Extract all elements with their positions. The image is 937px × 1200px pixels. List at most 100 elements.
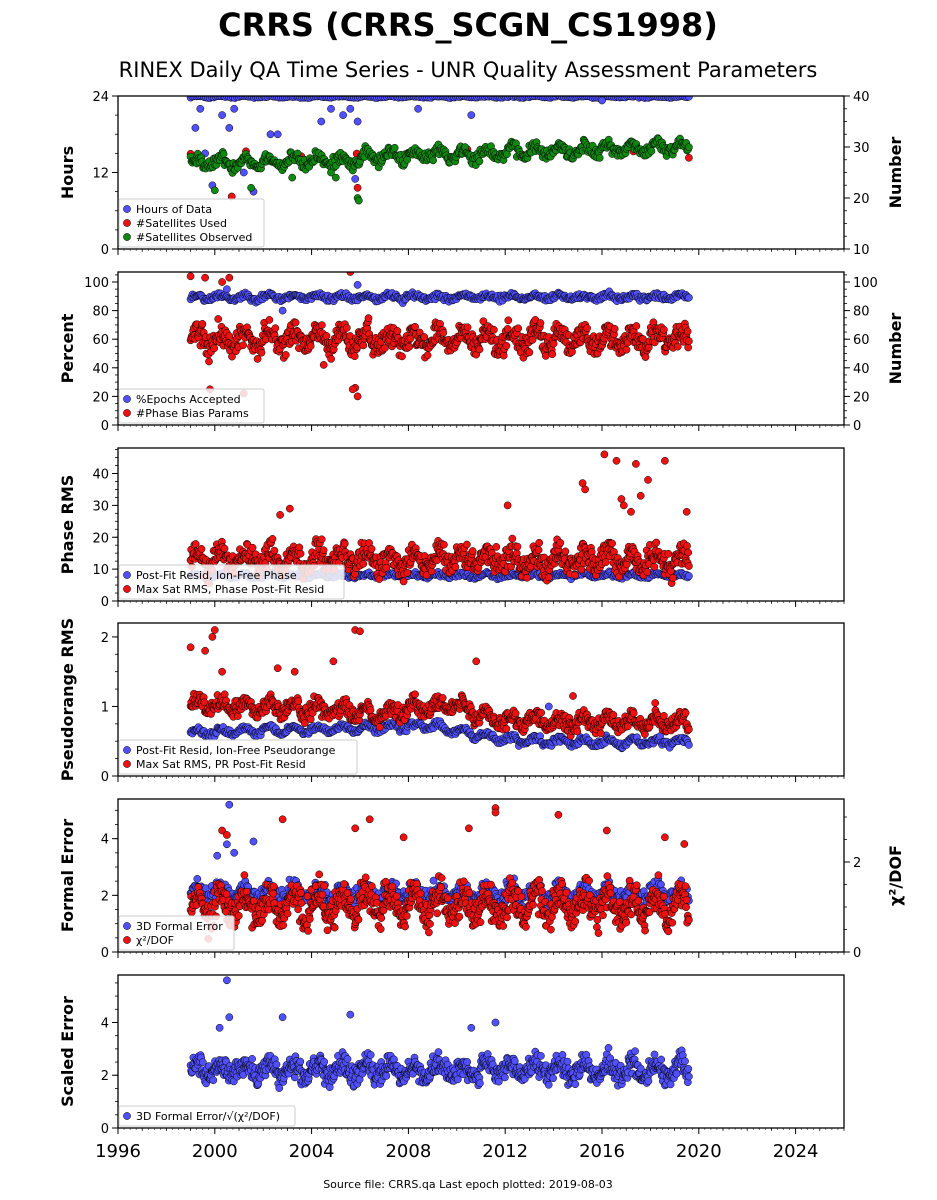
data-point bbox=[423, 351, 432, 360]
data-point bbox=[661, 456, 669, 465]
legend-box bbox=[118, 388, 265, 424]
data-point bbox=[544, 702, 553, 711]
y-right-tick-label: 80 bbox=[853, 305, 870, 320]
data-point bbox=[331, 173, 340, 182]
series-points bbox=[186, 96, 693, 205]
data-point bbox=[536, 319, 545, 327]
y-tick-label: 40 bbox=[92, 468, 109, 483]
data-point bbox=[612, 456, 621, 465]
y-right-tick-label: 20 bbox=[853, 390, 870, 405]
y-right-tick-label: 0 bbox=[853, 419, 861, 434]
data-point bbox=[296, 549, 305, 558]
data-point bbox=[684, 548, 693, 557]
data-point bbox=[549, 339, 558, 348]
data-point bbox=[617, 495, 626, 503]
y-right-tick-label: 60 bbox=[853, 333, 870, 348]
data-point bbox=[643, 568, 652, 576]
data-point bbox=[467, 111, 476, 119]
data-point bbox=[348, 385, 357, 394]
data-point bbox=[571, 571, 579, 579]
data-point bbox=[685, 293, 693, 302]
data-point bbox=[556, 538, 565, 547]
data-point bbox=[294, 697, 303, 705]
data-point bbox=[411, 322, 419, 331]
data-point bbox=[205, 357, 213, 366]
data-point bbox=[270, 546, 279, 555]
data-point bbox=[608, 539, 616, 548]
data-point bbox=[353, 392, 362, 401]
data-point bbox=[490, 325, 498, 334]
data-point bbox=[534, 546, 543, 554]
data-point bbox=[319, 361, 328, 369]
data-point bbox=[622, 345, 631, 354]
data-point bbox=[248, 543, 257, 552]
data-point bbox=[319, 546, 328, 555]
data-point bbox=[257, 348, 266, 357]
data-point bbox=[271, 324, 280, 333]
data-point bbox=[652, 538, 661, 547]
data-point bbox=[291, 318, 300, 327]
data-point bbox=[350, 352, 359, 361]
legend-marker bbox=[123, 395, 131, 403]
data-point bbox=[375, 723, 384, 732]
y-right-tick-label: 40 bbox=[853, 362, 870, 377]
legend-marker bbox=[123, 233, 131, 241]
data-point bbox=[685, 153, 693, 162]
data-point bbox=[535, 538, 544, 547]
data-point bbox=[600, 450, 609, 459]
legend-entry: #Phase Bias Params bbox=[136, 407, 249, 420]
y-tick-label: 20 bbox=[92, 390, 109, 405]
data-point bbox=[317, 117, 326, 126]
data-point bbox=[390, 143, 399, 152]
y-tick-label: 0 bbox=[101, 595, 109, 610]
data-point bbox=[403, 568, 412, 577]
y-axis-label: Hours bbox=[58, 146, 77, 199]
series-2-points bbox=[186, 272, 693, 401]
data-point bbox=[673, 342, 682, 351]
data-point bbox=[429, 156, 437, 165]
chart-subtitle: RINEX Daily QA Time Series - UNR Quality… bbox=[119, 58, 818, 82]
data-point bbox=[405, 342, 414, 351]
data-point bbox=[684, 343, 693, 352]
y-tick-label: 12 bbox=[92, 167, 109, 182]
data-point bbox=[463, 540, 471, 549]
data-point bbox=[285, 504, 294, 513]
data-point bbox=[660, 325, 668, 334]
data-point bbox=[632, 460, 640, 468]
data-point bbox=[685, 96, 693, 101]
data-point bbox=[342, 324, 351, 332]
data-point bbox=[499, 351, 508, 360]
y-right-tick-label: 20 bbox=[853, 192, 870, 207]
data-point bbox=[327, 355, 335, 363]
data-point bbox=[339, 111, 347, 119]
data-point bbox=[647, 147, 656, 155]
data-point bbox=[636, 491, 645, 500]
data-point bbox=[359, 341, 368, 350]
y-right-tick-label: 30 bbox=[853, 141, 870, 156]
data-point bbox=[406, 334, 415, 343]
y-tick-label: 20 bbox=[92, 531, 109, 546]
data-point bbox=[253, 355, 262, 363]
series-points bbox=[186, 450, 693, 588]
y-tick-label: 60 bbox=[92, 333, 109, 348]
y-right-tick-label: 10 bbox=[853, 243, 870, 258]
data-point bbox=[382, 563, 391, 572]
y-right-tick-label: 40 bbox=[853, 90, 870, 105]
legend-marker bbox=[123, 585, 131, 593]
legend: %Epochs Accepted#Phase Bias Params bbox=[118, 388, 265, 424]
y-tick-label: 80 bbox=[92, 305, 109, 320]
data-point bbox=[438, 694, 447, 702]
data-point bbox=[214, 315, 223, 323]
data-point bbox=[568, 348, 576, 356]
data-point bbox=[468, 547, 477, 555]
data-point bbox=[595, 154, 604, 162]
data-point bbox=[191, 540, 200, 548]
y-right-axis-label: Number bbox=[886, 313, 905, 385]
data-point bbox=[683, 542, 691, 550]
legend-entry: %Epochs Accepted bbox=[136, 393, 241, 406]
legend-marker bbox=[123, 571, 131, 579]
data-point bbox=[439, 328, 448, 337]
y-tick-label: 10 bbox=[92, 563, 109, 578]
data-point bbox=[451, 563, 460, 571]
